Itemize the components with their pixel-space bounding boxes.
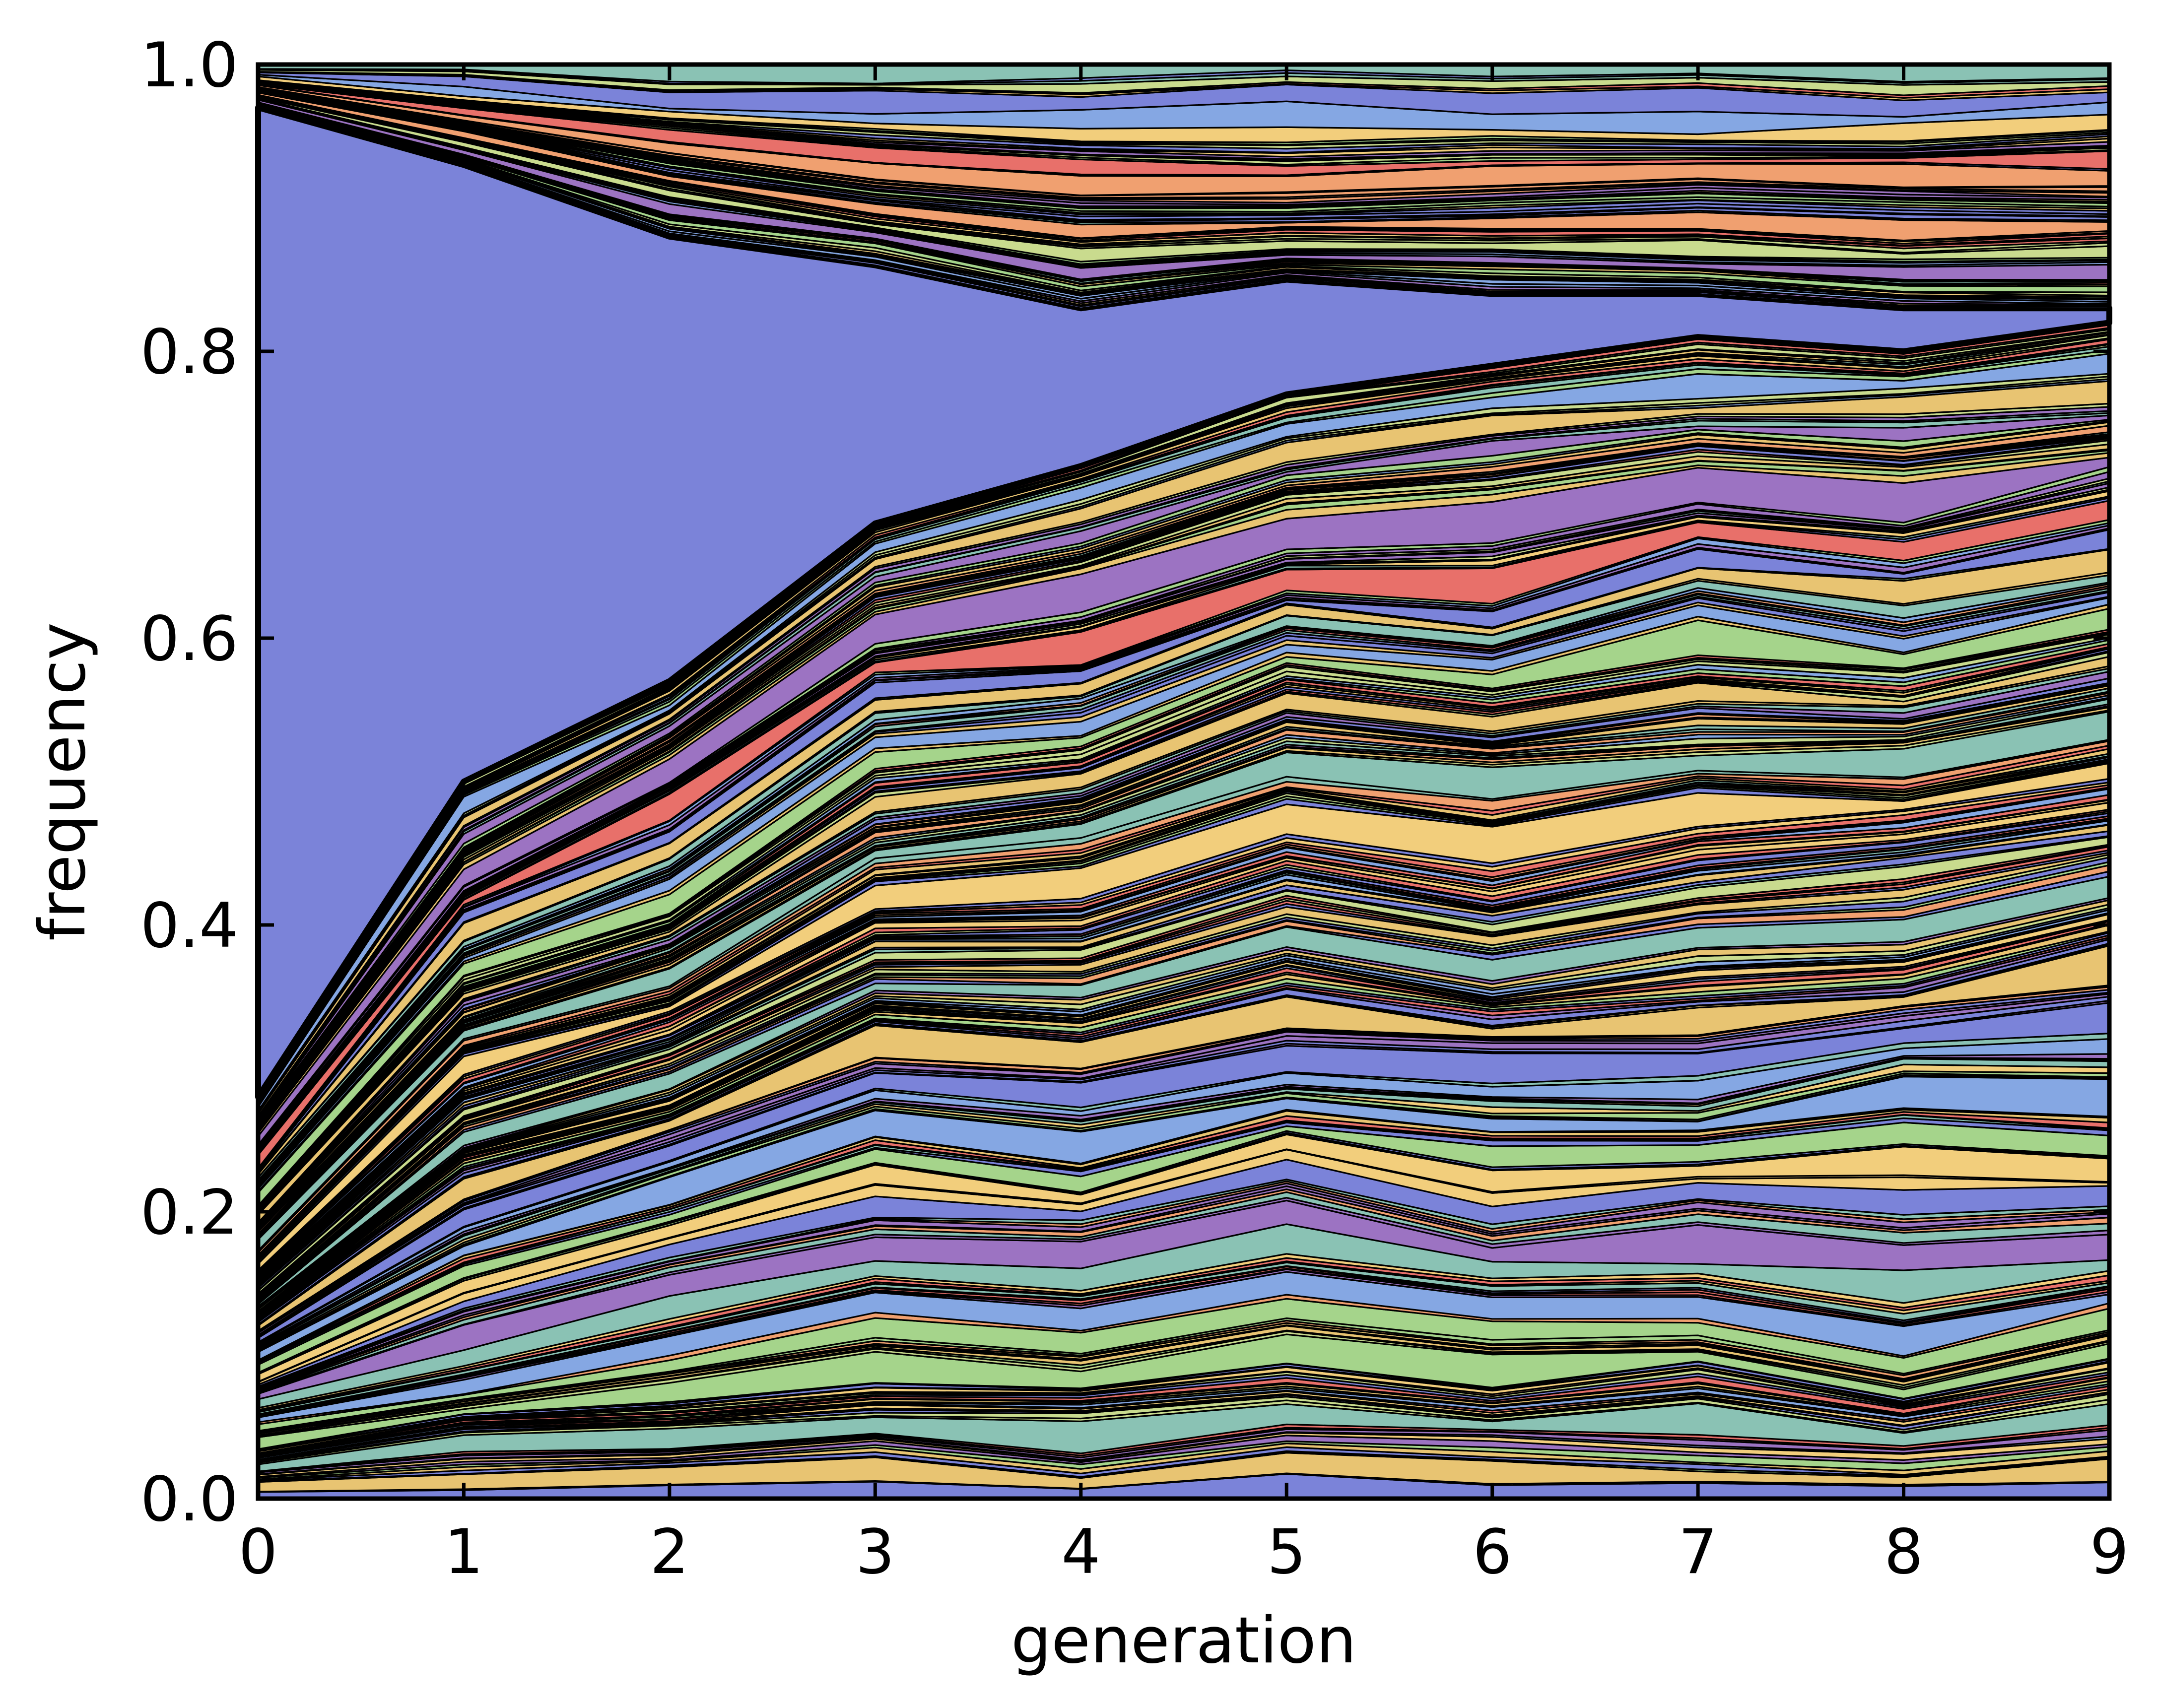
- y-tick-label-5: 1.0: [140, 30, 238, 101]
- x-axis-ticks: 0 1 2 3 4 5 6 7 8 9: [239, 65, 2129, 1588]
- x-tick-label-4: 4: [1061, 1516, 1100, 1588]
- area-bands: [255, 64, 2112, 1500]
- y-axis-label: frequency: [26, 622, 100, 941]
- x-tick-label-6: 6: [1473, 1516, 1512, 1588]
- y-tick-label-2: 0.4: [140, 890, 238, 962]
- y-tick-label-3: 0.6: [140, 603, 238, 675]
- x-tick-label-7: 7: [1679, 1516, 1718, 1588]
- y-tick-label-1: 0.2: [140, 1177, 238, 1248]
- x-tick-label-2: 2: [650, 1516, 689, 1588]
- y-axis-ticks: 0.0 0.2 0.4 0.6 0.8 1.0: [140, 30, 2109, 1535]
- x-tick-label-5: 5: [1267, 1516, 1306, 1588]
- x-tick-label-1: 1: [444, 1516, 483, 1588]
- x-tick-label-3: 3: [856, 1516, 895, 1588]
- y-tick-label-4: 0.8: [140, 317, 238, 388]
- x-tick-label-8: 8: [1884, 1516, 1923, 1588]
- x-axis-label: generation: [1011, 1604, 1356, 1678]
- x-tick-label-0: 0: [239, 1516, 278, 1588]
- plot-frame: [256, 62, 2112, 1501]
- x-tick-label-9: 9: [2090, 1516, 2129, 1588]
- y-tick-label-0: 0.0: [140, 1464, 238, 1535]
